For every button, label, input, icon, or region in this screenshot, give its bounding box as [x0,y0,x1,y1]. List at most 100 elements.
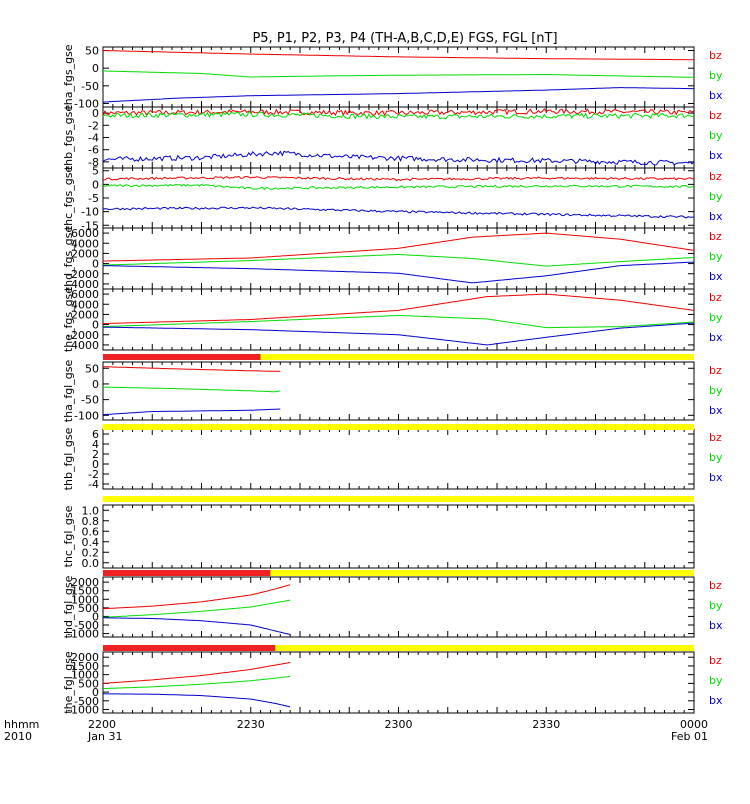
y-axis-label: thd_fgl_gse [62,575,75,638]
legend-bz: bz [709,49,722,62]
series-by-line [102,599,291,618]
availability-bar [103,645,694,651]
series-by-line [102,111,695,120]
series-bx-line [102,206,694,219]
y-tick-label: 2 [92,448,99,461]
y-tick-label: 0 [92,458,99,471]
x-tick-label: 2300 [385,718,413,731]
series-bz-line [102,293,695,325]
legend-bz: bz [709,170,722,183]
panel-frame [102,504,695,569]
legend-bx: bx [709,694,723,707]
y-tick-label: 1.0 [82,504,100,517]
available-segment [103,424,694,430]
y-tick-label: 1000 [71,593,99,606]
series-by-line [103,386,281,393]
y-tick-label: 1500 [71,660,99,673]
series-bx-line [102,261,695,284]
x-year-label: 2010 [4,730,32,743]
panel-frame [102,651,695,714]
legend-by: by [709,384,723,397]
availability-bars [103,354,694,651]
y-tick-label: 6 [92,428,99,441]
y-tick-label: 5 [92,165,99,178]
series-bx-line [102,87,694,103]
x-row-label: hhmm [4,718,39,731]
legend-by: by [709,69,723,82]
y-axis-label: tha_fgs_gse [62,44,75,109]
y-tick-label: -2000 [67,268,99,281]
legend-bz: bz [709,654,722,667]
y-tick-label: 6000 [71,227,99,240]
series-by-line [103,70,695,78]
y-tick-label: -4000 [67,278,99,291]
y-tick-label: 2000 [71,576,99,589]
y-tick-label: 0 [92,610,99,623]
y-tick-label: 500 [78,602,99,615]
y-axis-label: thc_fgl_gse [62,505,75,567]
series-bx-line [102,408,281,416]
series-bx-line [103,617,291,635]
y-axis-label: thd_fgs_gse [62,226,75,292]
y-tick-label: 6000 [71,288,99,301]
y-tick-label: -4 [88,478,99,491]
availability-bar [103,570,694,576]
y-tick-label: -1000 [67,704,99,717]
available-segment [103,496,694,502]
availability-bar [103,424,694,430]
panel-thc_fgl_gse: 1.00.80.60.40.20.0 thc_fgl_gse [62,504,695,570]
x-tick-label: 2330 [532,718,560,731]
legend-by: by [709,311,723,324]
panel-frame [102,576,695,638]
series-bz-line [102,175,694,182]
y-tick-label: 2000 [71,651,99,664]
y-tick-label: -15 [81,219,99,232]
y-tick-label: 0 [92,686,99,699]
legend-by: by [709,129,723,142]
y-tick-label: -6 [88,144,99,157]
y-tick-label: -2 [88,468,99,481]
y-tick-label: -4 [88,132,99,145]
y-axis-label: thc_fgs_gse [62,166,75,231]
availability-bar [103,354,694,360]
panel-frame [102,227,695,290]
y-tick-label: -100 [74,409,99,422]
y-tick-label: -5 [88,192,99,205]
series-by-line [102,675,291,690]
y-tick-label: 0.2 [82,546,100,559]
y-tick-label: 0 [92,319,99,332]
y-tick-label: 0 [92,258,99,271]
y-tick-label: 50 [85,362,99,375]
panel-frame [102,428,695,490]
legend-bx: bx [709,404,723,417]
chart-title: P5, P1, P2, P3, P4 (TH-A,B,C,D,E) FGS, F… [252,31,557,46]
x-date-label: Jan 31 [87,730,122,743]
legend-bz: bz [709,109,722,122]
legend-bz: bz [709,431,722,444]
y-tick-label: 4000 [71,298,99,311]
series-bx-line [102,322,695,346]
series-bx-line [102,150,695,166]
series-bz-line [102,366,281,372]
legend-bz: bz [709,230,722,243]
gap-segment [103,354,261,360]
series-by-line [102,253,695,267]
legend-by: by [709,451,723,464]
x-date-label: Feb 01 [671,730,708,743]
panel-frame [102,288,695,351]
y-tick-label: 0.6 [82,525,100,538]
legend-bx: bx [709,331,723,344]
gap-segment [103,570,271,576]
y-tick-label: -1000 [67,628,99,641]
y-axis-label: thb_fgl_gse [62,427,75,490]
y-axis-label: the_fgl_gse [62,651,75,714]
y-tick-label: 0.0 [82,557,100,570]
y-tick-label: 2000 [71,308,99,321]
series-by-line [102,314,695,329]
series-bz-line [103,232,695,262]
y-tick-label: -2 [88,119,99,132]
